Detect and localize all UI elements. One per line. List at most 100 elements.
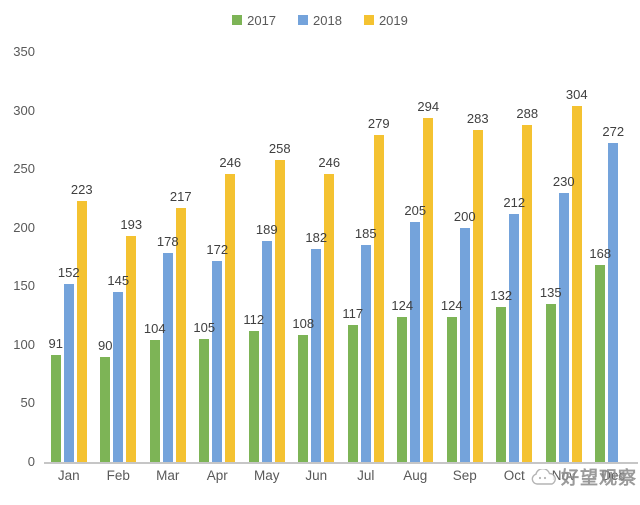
bar-2019-Aug: 294	[417, 99, 439, 462]
legend-swatch-2019	[363, 15, 374, 25]
y-tick-50: 50	[20, 395, 35, 410]
bar-label-2019-Feb: 193	[120, 217, 143, 232]
bar-label-2018-Aug: 205	[404, 203, 427, 218]
bar-label-2019-Jul: 279	[367, 116, 390, 131]
bar-2017-Feb: 90	[98, 338, 112, 462]
bar-group-Dec: 168 272	[589, 52, 639, 462]
bar-2017-Jun: 108	[292, 316, 314, 462]
bar-2018-Nov: 230	[553, 174, 575, 462]
bar-label-2019-Oct: 288	[516, 106, 539, 121]
bar-2018-Oct: 212	[503, 195, 525, 462]
y-tick-250: 250	[13, 161, 35, 176]
bar-2017-Jul: 117	[342, 306, 363, 462]
bar-2017-May: 112	[243, 312, 264, 462]
bar-label-2019-Aug: 294	[417, 99, 440, 114]
bar-2017-Oct: 132	[490, 288, 512, 462]
bar-2019-Jul: 279	[368, 116, 390, 462]
y-tick-300: 300	[13, 103, 35, 118]
bar-2019-Nov: 304	[566, 87, 588, 462]
bar-group-Mar: 104 178 217	[143, 52, 193, 462]
bar-label-2019-Jan: 223	[70, 182, 93, 197]
bar-label-2017-Aug: 124	[391, 298, 414, 313]
legend-swatch-2017	[232, 15, 243, 25]
bar-label-2019-Jun: 246	[318, 155, 341, 170]
x-tick-May: May	[253, 468, 280, 483]
bar-label-2018-Nov: 230	[552, 174, 575, 189]
x-tick-Nov: Nov	[551, 468, 576, 483]
bar-group-Jan: 91 152 223	[44, 52, 94, 462]
bar-2019-Oct: 288	[516, 106, 538, 462]
bar-2017-Jan: 91	[49, 336, 63, 462]
bar-label-2019-Nov: 304	[565, 87, 588, 102]
legend-label: 2017	[247, 12, 277, 28]
bar-label-2017-Dec: 168	[589, 246, 612, 261]
bar-group-Feb: 90 145 193	[94, 52, 144, 462]
x-tick-Jun: Jun	[305, 468, 328, 483]
bar-2019-Mar: 217	[170, 189, 192, 462]
bar-2018-Jul: 185	[355, 226, 377, 462]
bar-2017-Apr: 105	[193, 320, 215, 462]
y-tick-100: 100	[13, 337, 35, 352]
chart-body: 0 50 100 150 200 250 300 350 91 152 223 90 145 193 10…	[0, 44, 640, 469]
legend-swatch-2018	[298, 15, 309, 25]
x-tick-Dec: Dec	[601, 468, 626, 483]
y-tick-350: 350	[13, 44, 35, 59]
bar-group-Sep: 124 200 283	[440, 52, 490, 462]
bar-2018-Jan: 152	[58, 265, 80, 462]
y-axis: 0 50 100 150 200 250 300 350	[0, 44, 44, 469]
bar-label-2018-Jan: 152	[57, 265, 80, 280]
bar-group-Aug: 124 205 294	[391, 52, 441, 462]
watermark-text: 好望观察	[561, 468, 637, 488]
bar-2018-May: 189	[256, 222, 278, 462]
x-axis-row: Jan Feb Mar Apr May Jun Jul Aug Sep Oct Nov Dec	[0, 468, 640, 483]
legend-item-2017: 2017	[232, 13, 276, 28]
bar-group-Jun: 108 182 246	[292, 52, 342, 462]
bar-label-2018-Jul: 185	[354, 226, 377, 241]
bar-label-2017-Feb: 90	[98, 338, 113, 353]
bar-label-2019-Sep: 283	[466, 111, 489, 126]
bar-label-2017-May: 112	[243, 312, 265, 327]
bar-label-2018-Mar: 178	[156, 234, 179, 249]
bar-label-2017-Mar: 104	[143, 321, 166, 336]
x-tick-Aug: Aug	[403, 468, 428, 483]
bar-label-2017-Oct: 132	[490, 288, 513, 303]
bar-label-2018-Apr: 172	[206, 242, 229, 257]
bar-2017-Sep: 124	[441, 298, 463, 462]
bar-label-2018-Jun: 182	[305, 230, 328, 245]
bar-2018-Apr: 172	[206, 242, 228, 462]
x-tick-Oct: Oct	[503, 468, 525, 483]
bar-label-2018-May: 189	[255, 222, 278, 237]
bar-label-2017-Apr: 105	[193, 320, 216, 335]
bar-label-2019-Apr: 246	[219, 155, 242, 170]
legend-label: 2019	[378, 12, 408, 28]
bar-2018-Sep: 200	[454, 209, 476, 462]
bar-2019-May: 258	[269, 141, 291, 462]
bar-label-2017-Sep: 124	[440, 298, 463, 313]
x-tick-Apr: Apr	[206, 468, 228, 483]
bar-label-2018-Sep: 200	[453, 209, 476, 224]
bar-group-Nov: 135 230 304	[539, 52, 589, 462]
legend-item-2018: 2018	[298, 13, 342, 28]
bar-2019-Sep: 283	[467, 111, 489, 462]
bar-chart: 2017 2018 2019 0 50 100 150 200 250 300 350 91 152…	[0, 10, 640, 483]
bar-label-2018-Feb: 145	[107, 273, 130, 288]
x-tick-Jan: Jan	[57, 468, 80, 483]
bar-label-2017-Nov: 135	[539, 285, 562, 300]
x-tick-Jul: Jul	[357, 468, 375, 483]
bar-2019-Jun: 246	[318, 155, 340, 462]
bar-label-2018-Oct: 212	[503, 195, 526, 210]
bar-label-2017-Jun: 108	[292, 316, 315, 331]
bar-group-Apr: 105 172 246	[193, 52, 243, 462]
bar-label-2019-Mar: 217	[169, 189, 192, 204]
x-tick-Sep: Sep	[452, 468, 477, 483]
plot-area: 91 152 223 90 145 193 104 178 217 105 172 246 112 189…	[44, 52, 638, 464]
bar-2018-Dec: 272	[602, 124, 624, 462]
bar-2018-Aug: 205	[404, 203, 426, 462]
x-tick-Mar: Mar	[156, 468, 180, 483]
bar-label-2017-Jul: 117	[342, 306, 364, 321]
x-tick-Feb: Feb	[106, 468, 130, 483]
bar-label-2018-Dec: 272	[602, 124, 625, 139]
bar-2017-Dec: 168	[589, 246, 611, 462]
bar-2017-Mar: 104	[144, 321, 166, 462]
legend-item-2019: 2019	[363, 12, 408, 28]
